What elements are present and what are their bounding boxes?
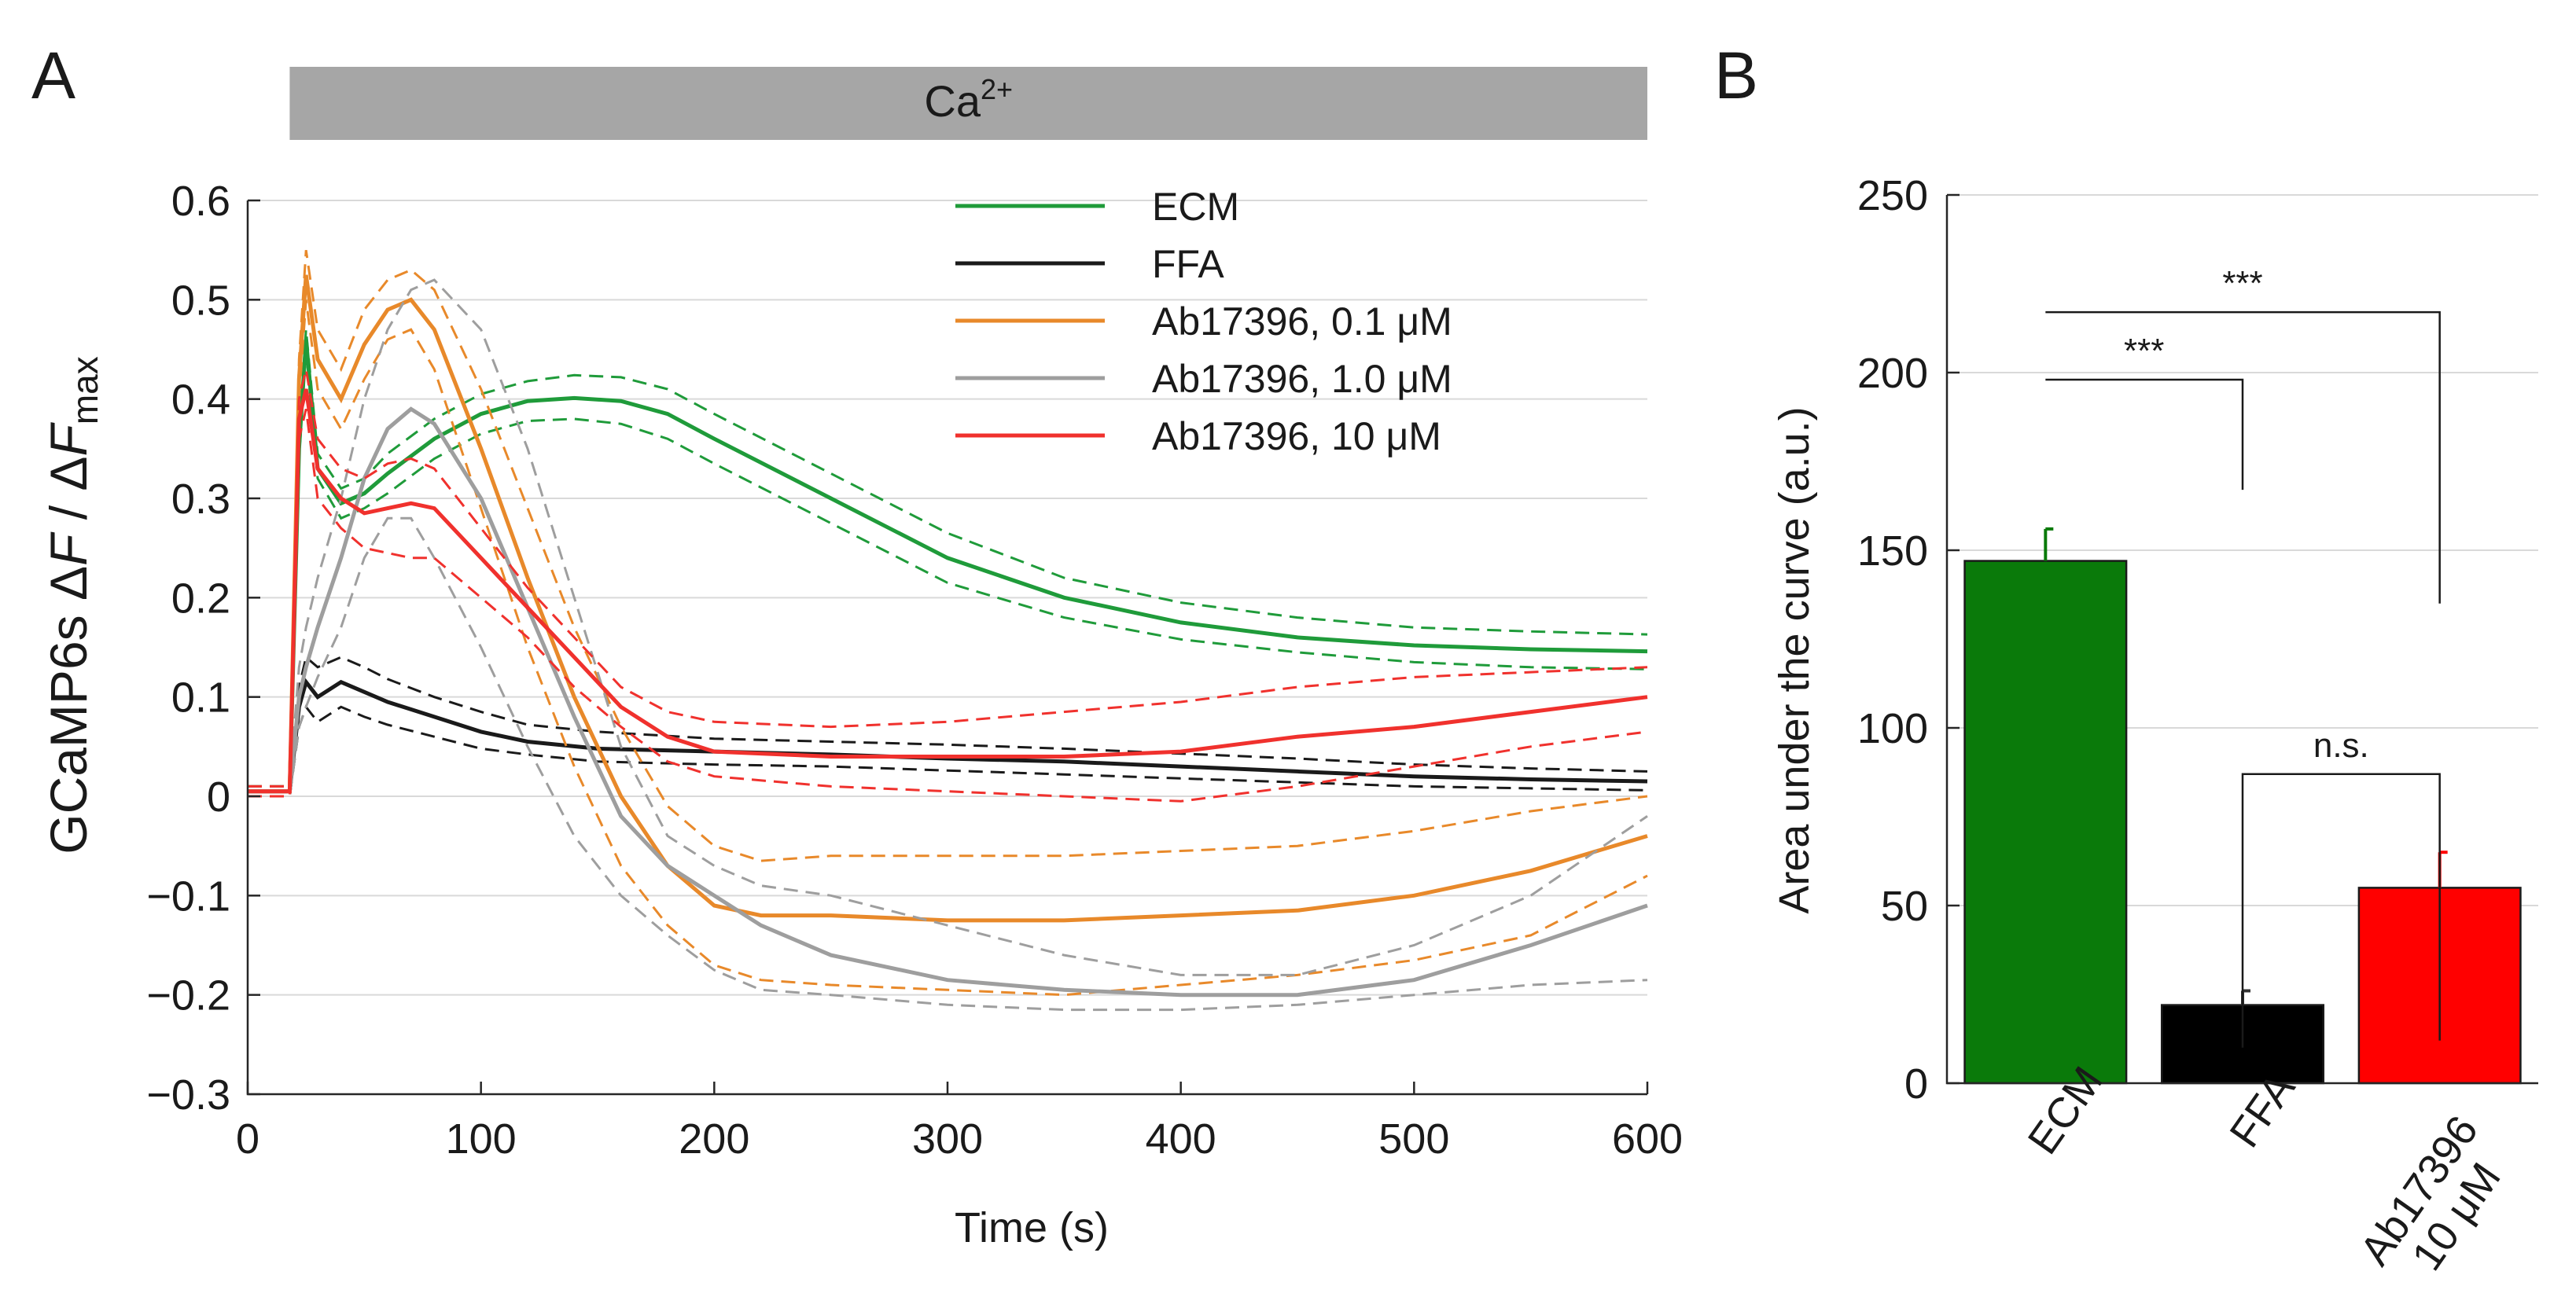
line-chart-grid	[248, 200, 1647, 1095]
significance-label: n.s.	[2313, 726, 2369, 765]
y-tick-label: −0.1	[146, 873, 230, 920]
bar-y-axis-title: Area under the curve (a.u.)	[1771, 406, 1818, 913]
series-2-mean-line	[248, 274, 1648, 923]
x-tick-label: 500	[1378, 1115, 1449, 1163]
series-4-upper-sem-line	[248, 369, 1648, 788]
stimulus-bar	[289, 67, 1647, 140]
series-3-upper-sem-line	[248, 278, 1648, 976]
y-tick-label: −0.2	[146, 972, 230, 1020]
legend-label: Ab17396, 10 μM	[1152, 414, 1441, 458]
stimulus-label: Ca2+	[924, 73, 1013, 126]
y-axis-title: GCaMP6s ΔF / ΔFmax	[39, 356, 105, 854]
series-3-mean-line	[248, 406, 1648, 998]
legend-label: Ab17396, 1.0 μM	[1152, 357, 1452, 401]
bar-y-tick-label: 100	[1857, 705, 1928, 752]
series-4-lower-sem-line	[248, 408, 1648, 803]
y-tick-label: −0.3	[146, 1071, 230, 1119]
bar-y-tick-label: 250	[1857, 172, 1928, 219]
panel-label-b: B	[1714, 39, 1758, 112]
x-tick-label: 400	[1146, 1115, 1216, 1163]
legend-label: FFA	[1152, 242, 1224, 286]
y-axis-title-part-3: / Δ	[39, 456, 98, 534]
y-axis-title-part-4: F	[39, 421, 98, 456]
line-chart-series	[248, 249, 1648, 1012]
y-tick-label: 0.3	[171, 476, 230, 523]
x-tick-label: 0	[236, 1115, 259, 1163]
significance-label: ***	[2124, 332, 2164, 370]
bar-y-tick-label: 200	[1857, 350, 1928, 397]
series-2-upper-sem-line	[248, 249, 1648, 862]
series-1-lower-sem-line	[248, 704, 1648, 798]
bar-0	[1963, 560, 2128, 1085]
bar-y-tick-label: 150	[1857, 527, 1928, 575]
significance-brackets: *** *** n.s.	[2045, 264, 2441, 1048]
bar-category-label: Ab1739610 μM	[2351, 1108, 2525, 1297]
legend-label: Ab17396, 0.1 μM	[1152, 299, 1452, 344]
legend: ECM FFA Ab17396, 0.1 μM Ab17396, 1.0 μM Ab17…	[955, 185, 1452, 458]
stimulus-label-base: Ca	[924, 76, 981, 126]
line-chart: −0.3 −0.2 −0.1 0 0.1 0.2 0.3 0.4 0.5 0.6 0 100 200 30…	[39, 178, 1683, 1251]
y-tick-label: 0.6	[171, 178, 230, 225]
y-axis-title-part-5: max	[64, 356, 105, 424]
x-axis-title: Time (s)	[955, 1204, 1109, 1251]
y-tick-label: 0.5	[171, 277, 230, 324]
y-tick-label: 0	[207, 773, 230, 821]
x-tick-label: 100	[446, 1115, 517, 1163]
stimulus-label-superscript: 2+	[981, 73, 1013, 105]
x-tick-label: 600	[1612, 1115, 1683, 1163]
significance-label: ***	[2222, 264, 2262, 303]
panel-label-a: A	[31, 39, 75, 112]
significance-bracket	[2045, 378, 2244, 491]
series-3-lower-sem-line	[248, 516, 1648, 1012]
y-axis-title-part-1: GCaMP6s Δ	[39, 566, 98, 854]
series-0-mean-line	[248, 339, 1648, 794]
bar-chart-bars	[1963, 527, 2522, 1085]
y-tick-label: 0.1	[171, 674, 230, 722]
x-tick-label: 200	[679, 1115, 749, 1163]
y-tick-label: 0.2	[171, 575, 230, 622]
series-2-lower-sem-line	[248, 299, 1648, 997]
significance-bracket	[2241, 773, 2441, 1048]
y-tick-label: 0.4	[171, 377, 230, 424]
line-chart-axes: −0.3 −0.2 −0.1 0 0.1 0.2 0.3 0.4 0.5 0.6 0 100 200 30…	[146, 178, 1683, 1163]
bar-y-tick-label: 0	[1904, 1060, 1928, 1108]
legend-label: ECM	[1152, 185, 1239, 229]
series-1-mean-line	[248, 678, 1648, 794]
series-4-mean-line	[248, 388, 1648, 794]
bar-y-tick-label: 50	[1881, 883, 1928, 930]
x-tick-label: 300	[912, 1115, 983, 1163]
significance-bracket	[2045, 310, 2441, 604]
y-axis-title-part-2: F	[39, 531, 98, 566]
